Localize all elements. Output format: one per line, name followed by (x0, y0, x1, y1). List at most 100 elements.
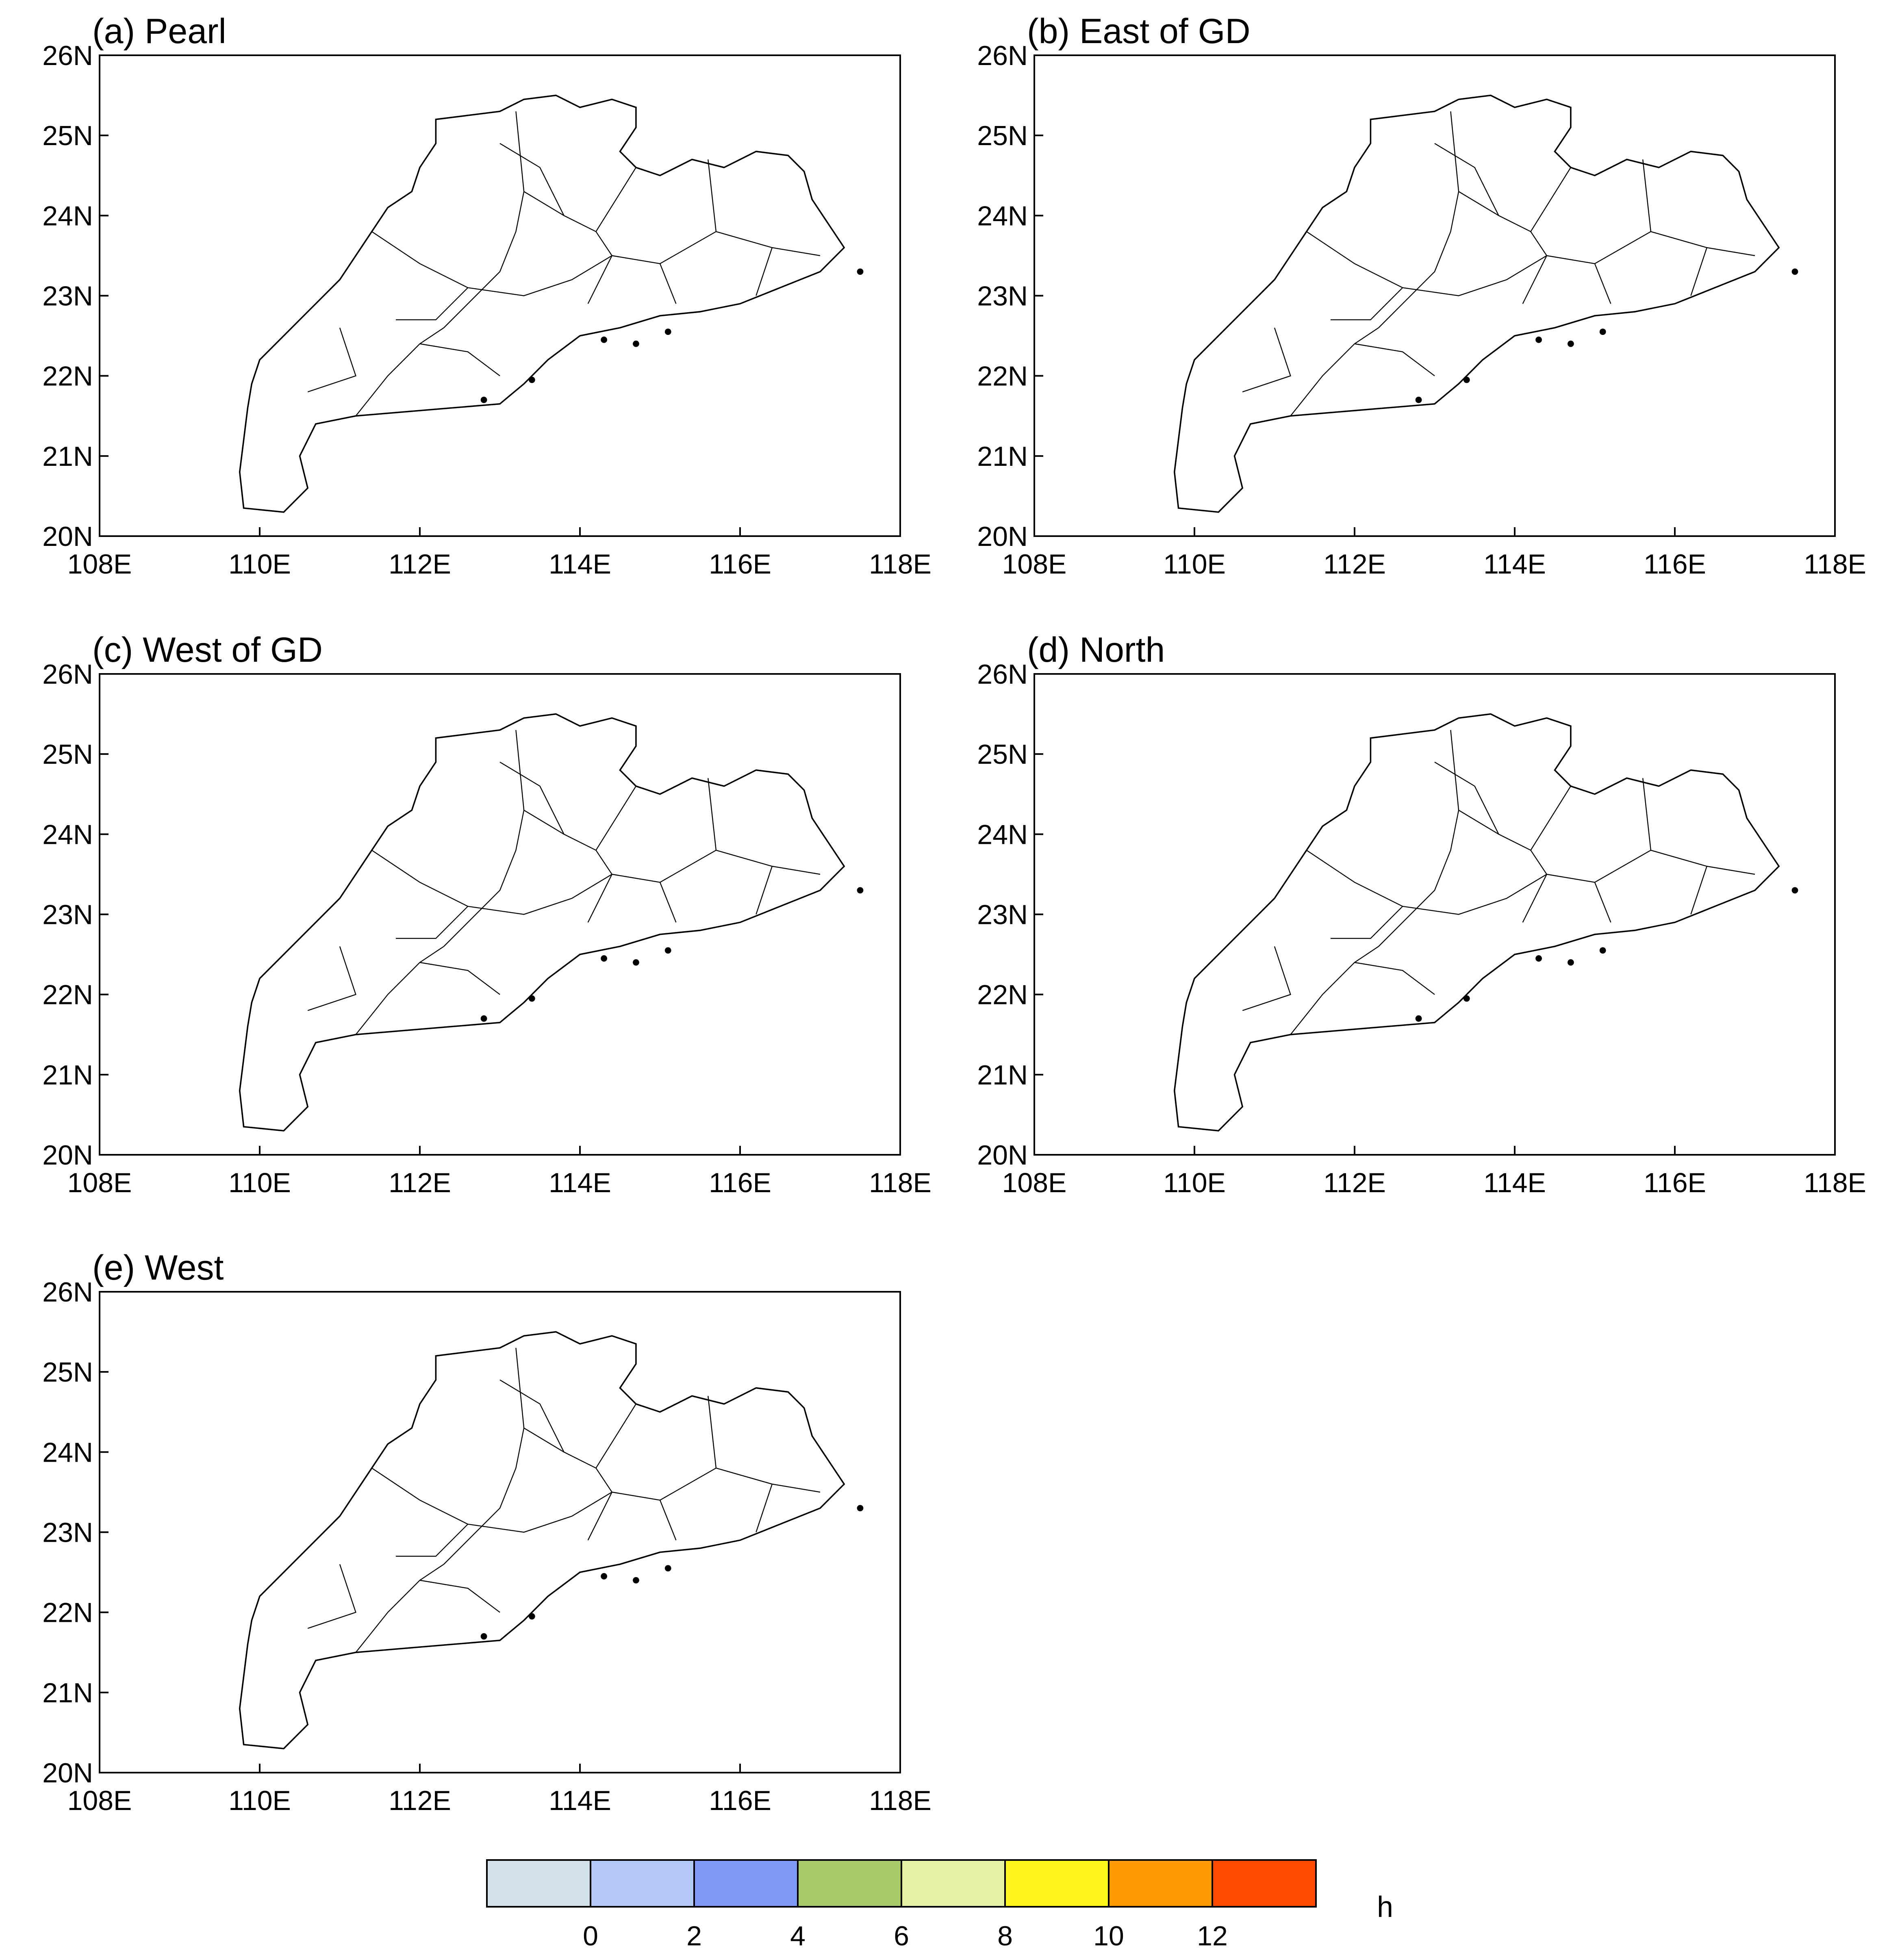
county-boundary (659, 1500, 677, 1541)
value-region (1395, 320, 1507, 384)
lat-tick-label: 24N (977, 200, 1028, 231)
value-region (244, 1717, 292, 1749)
colorbar-label: 10 (1093, 1921, 1124, 1951)
value-region (300, 308, 508, 396)
lat-tick-label: 20N (977, 521, 1028, 552)
colorbar-swatch (901, 1859, 1006, 1908)
panel-title: (c) West of GD (92, 630, 323, 669)
guangdong-map (239, 1331, 864, 1749)
island (1463, 376, 1470, 383)
map-frame (99, 1291, 901, 1773)
lat-tick-label: 25N (42, 1357, 93, 1388)
panel-d: (d) North 108E 110E 112E 114E 116E 118E 20N 21N 2… (977, 630, 1866, 1198)
island (1535, 337, 1542, 343)
lon-tick-label: 114E (549, 1785, 611, 1816)
lat-tick-label: 25N (42, 120, 93, 151)
island (1599, 328, 1606, 335)
island (528, 1613, 535, 1620)
island (1568, 959, 1574, 966)
county-boundary (1434, 761, 1499, 834)
map-frame (1034, 673, 1836, 1156)
county-boundary (1242, 946, 1291, 1011)
guangdong-map (239, 713, 864, 1132)
value-region (1515, 906, 1595, 939)
county-boundary (355, 1564, 444, 1653)
lon-tick-label: 108E (67, 1167, 132, 1198)
lat-tick-label: 20N (42, 1758, 93, 1788)
panel-e: (e) West 108E 110E 112E 114E 116E 118E 20N 21N 22… (42, 1248, 931, 1816)
lon-tick-label: 118E (1804, 1167, 1866, 1198)
island (1791, 887, 1798, 894)
county-boundary (1594, 882, 1611, 923)
county-boundary (1354, 343, 1435, 376)
coastline (239, 713, 845, 1132)
map-frame (1034, 54, 1836, 537)
county-boundary (1642, 159, 1652, 232)
lon-tick-label: 118E (1804, 549, 1866, 580)
lat-tick-label: 20N (977, 1140, 1028, 1171)
lat-tick-label: 26N (42, 659, 93, 690)
lon-tick-label: 112E (1323, 1167, 1386, 1198)
colorbar-swatch (1212, 1859, 1317, 1908)
value-region (1499, 215, 1595, 280)
island (1535, 955, 1542, 962)
county-boundary (756, 866, 773, 915)
county-boundary (587, 1468, 613, 1541)
land-fill (240, 714, 844, 1131)
lon-tick-label: 116E (709, 1167, 771, 1198)
colorbar: 0 2 4 6 8 10 12 h (486, 1859, 1393, 1951)
value-region (676, 774, 804, 846)
value-region (708, 1404, 772, 1452)
value-region (572, 143, 684, 224)
land-fill (1175, 714, 1779, 1131)
value-region (740, 866, 820, 914)
island (1415, 1015, 1422, 1022)
map-frame (99, 673, 901, 1156)
lat-tick-label: 21N (42, 1060, 93, 1091)
value-region (1227, 312, 1371, 408)
county-boundary (355, 327, 444, 416)
county-boundary (1642, 778, 1652, 850)
lat-tick-label: 21N (42, 1678, 93, 1708)
county-boundary (307, 1564, 356, 1629)
island (857, 1505, 864, 1512)
county-boundary (443, 111, 525, 328)
island (664, 947, 671, 954)
value-region (572, 300, 652, 324)
coastline (239, 1331, 845, 1749)
lon-tick-label: 114E (549, 1167, 611, 1198)
island (1463, 995, 1470, 1002)
county-boundary (708, 1396, 717, 1468)
lon-tick-label: 108E (67, 549, 132, 580)
land-fill (240, 1332, 844, 1749)
lon-tick-label: 110E (228, 1167, 291, 1198)
lat-tick-label: 25N (977, 120, 1028, 151)
lat-tick-label: 22N (42, 1597, 93, 1628)
lat-tick-label: 24N (42, 200, 93, 231)
map-frame (99, 54, 901, 537)
value-region (588, 264, 780, 312)
island (633, 959, 639, 966)
value-region (588, 906, 668, 939)
lon-tick-label: 112E (1323, 549, 1386, 580)
county-boundary (523, 786, 636, 851)
lon-tick-label: 108E (67, 1785, 132, 1816)
island (480, 1633, 487, 1640)
lon-tick-label: 108E (1002, 1167, 1067, 1198)
value-region (532, 284, 596, 308)
county-boundary (1290, 946, 1379, 1035)
value-region (1675, 183, 1771, 280)
value-region (412, 1568, 524, 1624)
coastline (239, 94, 845, 513)
county-boundary (587, 231, 613, 304)
lon-tick-label: 116E (1644, 549, 1706, 580)
value-region (1719, 826, 1775, 906)
county-boundary (419, 1580, 500, 1613)
county-boundary (1242, 327, 1291, 393)
value-region (1555, 176, 1683, 256)
lat-tick-label: 24N (977, 819, 1028, 850)
colorbar-label: 12 (1197, 1921, 1228, 1951)
island (1415, 396, 1422, 403)
lon-tick-label: 114E (1483, 1167, 1546, 1198)
